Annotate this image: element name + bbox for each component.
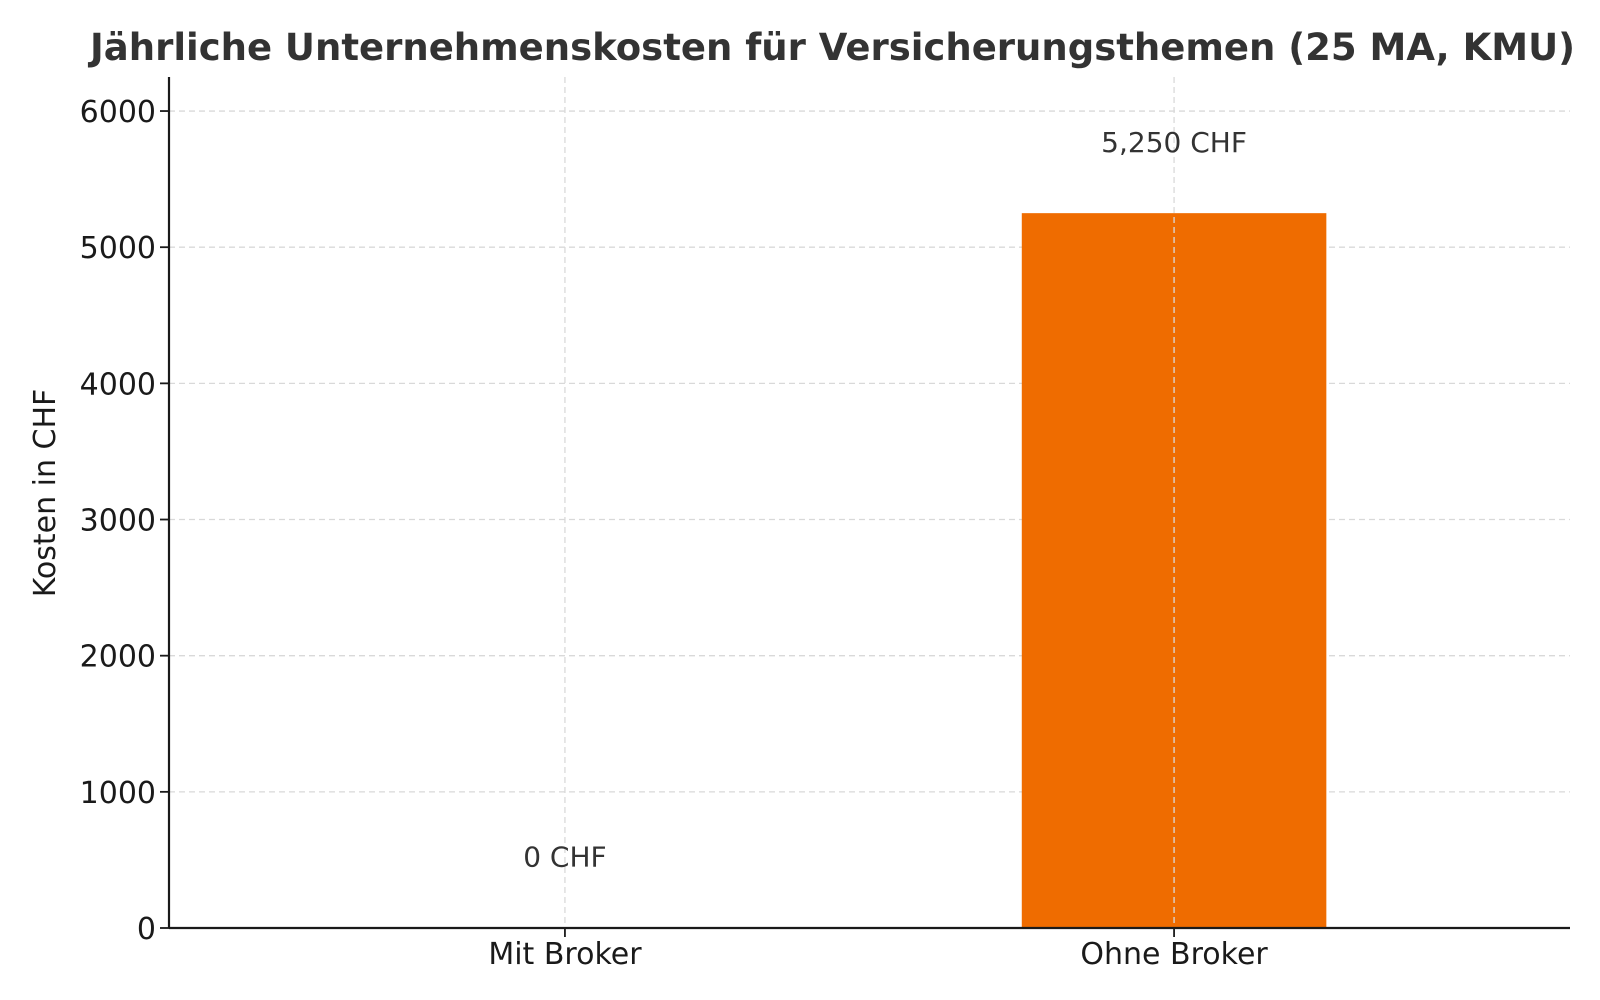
x-tick-label: Mit Broker xyxy=(488,937,642,972)
y-tick-label: 3000 xyxy=(80,504,156,539)
x-tick-label: Ohne Broker xyxy=(1080,937,1268,972)
data-label: 0 CHF xyxy=(523,841,606,874)
y-tick-label: 5000 xyxy=(80,231,156,266)
y-tick-label: 2000 xyxy=(80,640,156,675)
x-gridlines xyxy=(564,77,1175,928)
y-tick-label: 4000 xyxy=(80,367,156,402)
data-label: 5,250 CHF xyxy=(1101,126,1247,159)
data-labels: 0 CHF 5,250 CHF xyxy=(523,126,1247,874)
chart-title: Jährliche Unternehmenskosten für Versich… xyxy=(87,26,1575,69)
y-axis-ticks: 0 1000 2000 3000 4000 5000 6000 xyxy=(80,95,169,947)
y-axis-label: Kosten in CHF xyxy=(28,389,63,598)
y-tick-label: 6000 xyxy=(80,95,156,130)
y-tick-label: 0 xyxy=(137,912,156,947)
x-axis-ticks: Mit Broker Ohne Broker xyxy=(488,928,1268,972)
y-tick-label: 1000 xyxy=(80,776,156,811)
gridlines xyxy=(169,110,1570,793)
